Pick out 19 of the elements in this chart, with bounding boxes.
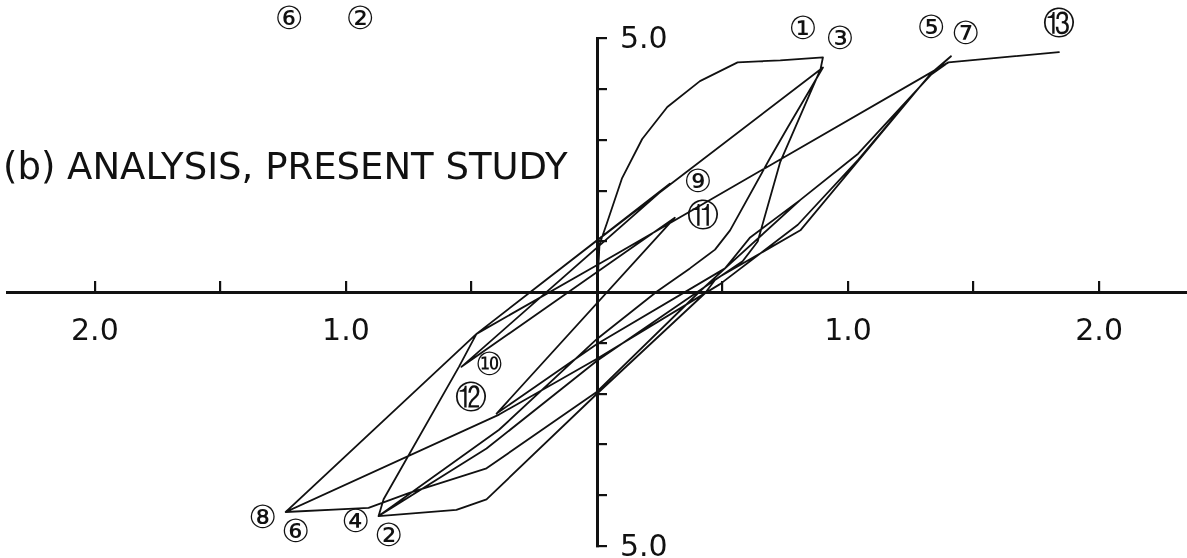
annotation: ② bbox=[374, 516, 403, 555]
annotation: ⑥ bbox=[281, 512, 311, 551]
text: (b) ANALYSIS, PRESENT STUDY bbox=[3, 144, 569, 188]
annotation: ⑫ bbox=[454, 377, 487, 416]
annotation: ④ bbox=[341, 502, 370, 541]
x-tick-label: 1.0 bbox=[824, 312, 872, 348]
annotation: ⑤ bbox=[916, 7, 946, 46]
annotation: ⑧ bbox=[248, 498, 278, 537]
x-tick-label: 1.0 bbox=[322, 312, 370, 348]
text: ② bbox=[345, 0, 375, 37]
x-tick-label: 2.0 bbox=[1075, 312, 1123, 348]
text: ⑥ bbox=[274, 0, 304, 37]
x-tick-label: 2.0 bbox=[71, 312, 119, 348]
y-tick-label: 5.0 bbox=[620, 527, 668, 558]
annotation: ⑬ bbox=[1042, 3, 1075, 42]
annotation: ① bbox=[788, 8, 818, 47]
annotation: ⑦ bbox=[951, 13, 980, 52]
annotation: ③ bbox=[825, 18, 855, 57]
y-tick-label: 5.0 bbox=[620, 20, 668, 56]
